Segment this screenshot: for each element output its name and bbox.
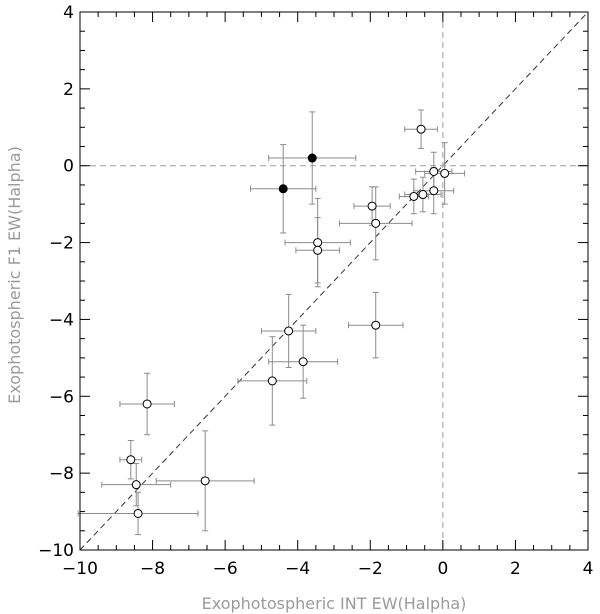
x-tick-labels: −10 −8 −6 −4 −2 0 2 4	[62, 559, 593, 579]
data-point-filled	[278, 184, 288, 194]
data-point-filled	[307, 153, 317, 163]
x-tick-label: −6	[213, 559, 238, 579]
x-tick-label: 0	[437, 559, 448, 579]
x-tick-label: −2	[358, 559, 383, 579]
y-tick-label: 4	[63, 3, 74, 23]
data-point-open	[367, 201, 377, 211]
data-point-open	[371, 218, 381, 228]
data-point-open	[409, 191, 419, 201]
y-tick-label: −6	[49, 387, 74, 407]
data-point-open	[429, 166, 439, 176]
data-points	[126, 124, 450, 518]
data-point-open	[142, 399, 152, 409]
reference-line-diagonal	[79, 11, 589, 551]
y-tick-label: 2	[63, 80, 74, 100]
axis-ticks	[79, 11, 589, 551]
data-point-open	[416, 124, 426, 134]
data-point-open	[418, 190, 428, 200]
data-point-open	[313, 238, 323, 248]
data-point-open	[429, 186, 439, 196]
x-tick-label: 4	[583, 559, 594, 579]
y-tick-label: −10	[38, 541, 74, 561]
data-point-open	[298, 357, 308, 367]
data-point-open	[284, 326, 294, 336]
data-point-open	[267, 376, 277, 386]
data-point-open	[371, 320, 381, 330]
x-tick-label: −10	[62, 559, 98, 579]
y-tick-label: −8	[49, 464, 74, 484]
x-tick-label: −4	[285, 559, 310, 579]
y-axis-title: Exophotospheric F1 EW(Halpha)	[5, 146, 24, 404]
data-point-open	[133, 508, 143, 518]
data-point-open	[200, 476, 210, 486]
y-tick-label: 0	[63, 157, 74, 177]
data-point-open	[440, 168, 450, 178]
y-tick-label: −4	[49, 310, 74, 330]
x-axis-title: Exophotospheric INT EW(Halpha)	[202, 594, 467, 613]
data-point-open	[313, 245, 323, 255]
reference-lines	[79, 11, 589, 551]
y-tick-labels: −10 −8 −6 −4 −2 0 2 4	[38, 3, 74, 561]
x-tick-label: 2	[510, 559, 521, 579]
data-point-open	[126, 455, 136, 465]
data-point-open	[131, 480, 141, 490]
error-bars	[77, 109, 466, 536]
y-tick-label: −2	[49, 234, 74, 254]
x-tick-label: −8	[140, 559, 165, 579]
